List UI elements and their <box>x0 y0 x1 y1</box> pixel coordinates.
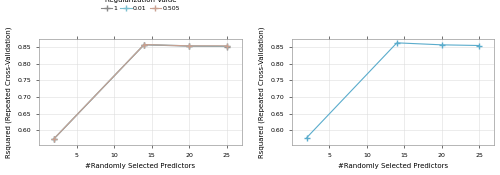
Line: 0.01: 0.01 <box>51 42 230 141</box>
0.505 <box>51 138 57 140</box>
Line: 0.505: 0.505 <box>51 42 230 141</box>
0.505 <box>224 45 230 47</box>
0.505 <box>186 45 192 47</box>
0.01 <box>141 43 147 46</box>
Y-axis label: Rsquared (Repeated Cross-Validation): Rsquared (Repeated Cross-Validation) <box>258 26 265 158</box>
Legend: 1, 0.01, 0.505: 1, 0.01, 0.505 <box>101 0 180 11</box>
X-axis label: #Randomly Selected Predictors: #Randomly Selected Predictors <box>338 163 448 169</box>
X-axis label: #Randomly Selected Predictors: #Randomly Selected Predictors <box>86 163 196 169</box>
1 <box>224 46 230 48</box>
0.505 <box>141 43 147 46</box>
1 <box>141 44 147 46</box>
0.01 <box>224 45 230 47</box>
1 <box>186 45 192 47</box>
1 <box>51 138 57 140</box>
0.01 <box>51 138 57 140</box>
0.01 <box>186 45 192 47</box>
Line: 1: 1 <box>51 42 230 142</box>
Y-axis label: Rsquared (Repeated Cross-Validation): Rsquared (Repeated Cross-Validation) <box>6 26 12 158</box>
